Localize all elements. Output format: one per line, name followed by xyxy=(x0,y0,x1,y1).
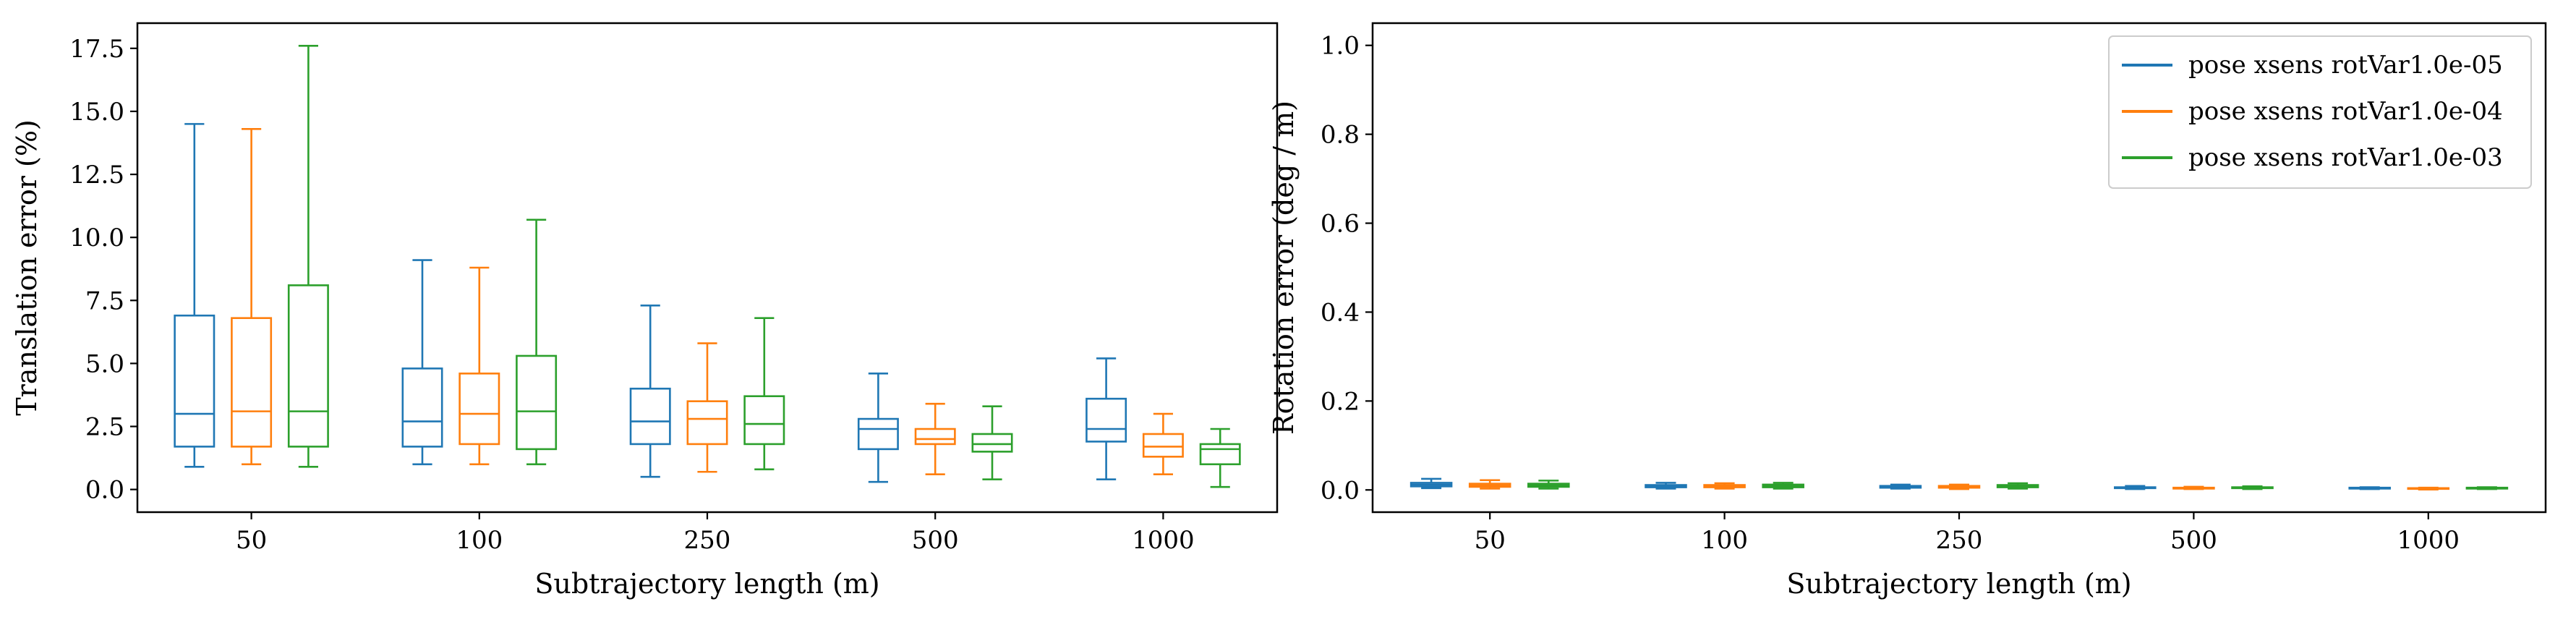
legend: pose xsens rotVar1.0e-05 pose xsens rotVa… xyxy=(2108,35,2532,189)
translation-x-axis-label: Subtrajectory length (m) xyxy=(534,568,879,600)
x-tick-label: 500 xyxy=(2170,526,2217,555)
box-1000-series-1 xyxy=(2348,486,2391,490)
box-50-series-2 xyxy=(1468,479,1511,490)
box-body xyxy=(914,428,956,446)
x-tick-label: 50 xyxy=(1475,526,1506,555)
x-tick-label: 250 xyxy=(1936,526,1983,555)
legend-label: pose xsens rotVar1.0e-04 xyxy=(2188,97,2503,126)
x-tick-label: 1000 xyxy=(2397,526,2460,555)
rotation-x-ticks: 50 100 250 500 1000 xyxy=(1475,512,2460,555)
y-tick-label: 0.6 xyxy=(1321,210,1360,239)
x-tick-label: 250 xyxy=(684,526,731,555)
box-50-series-1 xyxy=(1409,477,1453,490)
box-body xyxy=(1086,397,1127,443)
box-50-series-3 xyxy=(1527,480,1570,490)
box-1000-series-2 xyxy=(2407,486,2450,490)
y-tick-label: 2.5 xyxy=(85,413,124,442)
box-100-series-1 xyxy=(1645,482,1687,490)
box-body xyxy=(459,373,500,446)
rotation-y-ticks: 0.0 0.2 0.4 0.6 0.8 1.0 xyxy=(1321,32,1373,505)
box-body xyxy=(287,284,329,448)
box-1000-series-3 xyxy=(2465,486,2509,490)
box-body xyxy=(743,395,785,446)
box-100-series-3 xyxy=(516,218,558,466)
box-500-series-3 xyxy=(971,405,1013,481)
box-250-series-3 xyxy=(1996,482,2039,490)
rotation-box-plots xyxy=(1409,477,2509,490)
rotation-y-axis-label: Rotation error (deg / m) xyxy=(1268,101,1300,435)
box-250-series-1 xyxy=(629,304,671,478)
box-body xyxy=(1199,443,1241,466)
legend-label: pose xsens rotVar1.0e-05 xyxy=(2188,51,2503,80)
y-tick-label: 15.0 xyxy=(69,98,124,127)
box-100-series-2 xyxy=(459,266,500,466)
box-body xyxy=(971,433,1013,453)
box-1000-series-3 xyxy=(1199,428,1241,488)
y-tick-label: 7.5 xyxy=(85,286,124,315)
box-body xyxy=(401,367,443,448)
translation-box-plots xyxy=(174,45,1241,488)
legend-entry: pose xsens rotVar1.0e-05 xyxy=(2122,51,2503,80)
box-50-series-3 xyxy=(287,45,329,468)
box-body xyxy=(516,354,558,451)
box-500-series-1 xyxy=(2114,485,2157,490)
translation-y-axis-label: Translation error (%) xyxy=(11,119,43,416)
legend-entry: pose xsens rotVar1.0e-03 xyxy=(2122,143,2503,172)
translation-error-panel: 0.0 2.5 5.0 7.5 10.0 12.5 15.0 17.5 50 100 250 500… xyxy=(11,22,1279,600)
box-body xyxy=(686,400,728,446)
box-100-series-3 xyxy=(1762,482,1804,490)
box-50-series-2 xyxy=(231,128,273,466)
x-tick-label: 100 xyxy=(1701,526,1748,555)
box-250-series-1 xyxy=(1879,483,1922,490)
y-tick-label: 0.4 xyxy=(1321,298,1360,327)
box-body xyxy=(857,417,899,451)
box-250-series-2 xyxy=(686,342,728,473)
x-tick-label: 1000 xyxy=(1132,526,1195,555)
legend-label: pose xsens rotVar1.0e-03 xyxy=(2188,143,2503,172)
y-tick-label: 12.5 xyxy=(69,161,124,190)
y-tick-label: 1.0 xyxy=(1321,32,1360,61)
y-tick-label: 5.0 xyxy=(85,349,124,378)
x-tick-label: 500 xyxy=(912,526,959,555)
y-tick-label: 0.2 xyxy=(1321,387,1360,416)
y-tick-label: 0.8 xyxy=(1321,121,1360,150)
y-tick-label: 17.5 xyxy=(69,35,124,64)
box-1000-series-2 xyxy=(1142,412,1184,476)
box-body xyxy=(629,387,671,446)
translation-y-ticks: 0.0 2.5 5.0 7.5 10.0 12.5 15.0 17.5 xyxy=(69,35,137,505)
rotation-x-axis-label: Subtrajectory length (m) xyxy=(1786,568,2131,600)
x-tick-label: 50 xyxy=(236,526,267,555)
translation-x-ticks: 50 100 250 500 1000 xyxy=(236,512,1195,555)
box-body xyxy=(174,314,216,448)
box-500-series-2 xyxy=(914,402,956,476)
box-50-series-1 xyxy=(174,123,216,468)
box-250-series-2 xyxy=(1937,483,1981,490)
y-tick-label: 0.0 xyxy=(1321,476,1360,505)
box-body xyxy=(1142,433,1184,458)
x-tick-label: 100 xyxy=(456,526,503,555)
box-1000-series-1 xyxy=(1086,357,1127,481)
y-tick-label: 10.0 xyxy=(69,224,124,252)
rotation-error-panel: 0.0 0.2 0.4 0.6 0.8 1.0 50 100 250 500 1000 Subtr… xyxy=(1268,22,2547,600)
box-500-series-3 xyxy=(2231,485,2274,490)
box-500-series-2 xyxy=(2172,485,2215,490)
box-500-series-1 xyxy=(857,373,899,483)
y-tick-label: 0.0 xyxy=(85,476,124,505)
box-100-series-1 xyxy=(401,259,443,466)
box-body xyxy=(231,317,273,448)
legend-entry: pose xsens rotVar1.0e-04 xyxy=(2122,97,2503,126)
box-250-series-3 xyxy=(743,317,785,471)
box-100-series-2 xyxy=(1703,482,1746,490)
legend-frame xyxy=(2108,35,2532,189)
